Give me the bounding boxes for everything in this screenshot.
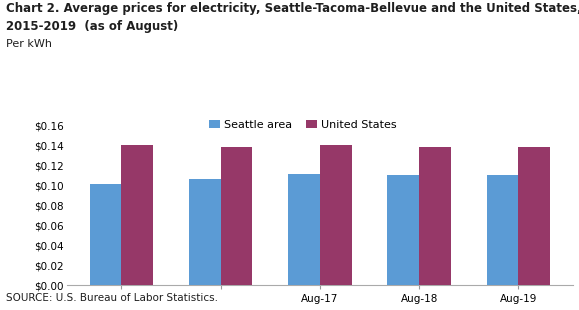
Bar bbox=[90, 184, 122, 285]
Bar bbox=[387, 175, 419, 285]
Bar bbox=[419, 147, 451, 285]
Bar bbox=[518, 147, 550, 285]
Bar bbox=[122, 145, 153, 285]
Text: 2015-2019  (as of August): 2015-2019 (as of August) bbox=[6, 20, 178, 33]
Text: SOURCE: U.S. Bureau of Labor Statistics.: SOURCE: U.S. Bureau of Labor Statistics. bbox=[6, 293, 218, 303]
Bar bbox=[320, 145, 351, 285]
Bar bbox=[189, 179, 221, 285]
Bar bbox=[221, 147, 252, 285]
Text: Per kWh: Per kWh bbox=[6, 39, 52, 49]
Bar bbox=[288, 174, 320, 285]
Legend: Seattle area, United States: Seattle area, United States bbox=[209, 120, 397, 130]
Bar bbox=[487, 175, 518, 285]
Text: Chart 2. Average prices for electricity, Seattle-Tacoma-Bellevue and the United : Chart 2. Average prices for electricity,… bbox=[6, 2, 579, 15]
